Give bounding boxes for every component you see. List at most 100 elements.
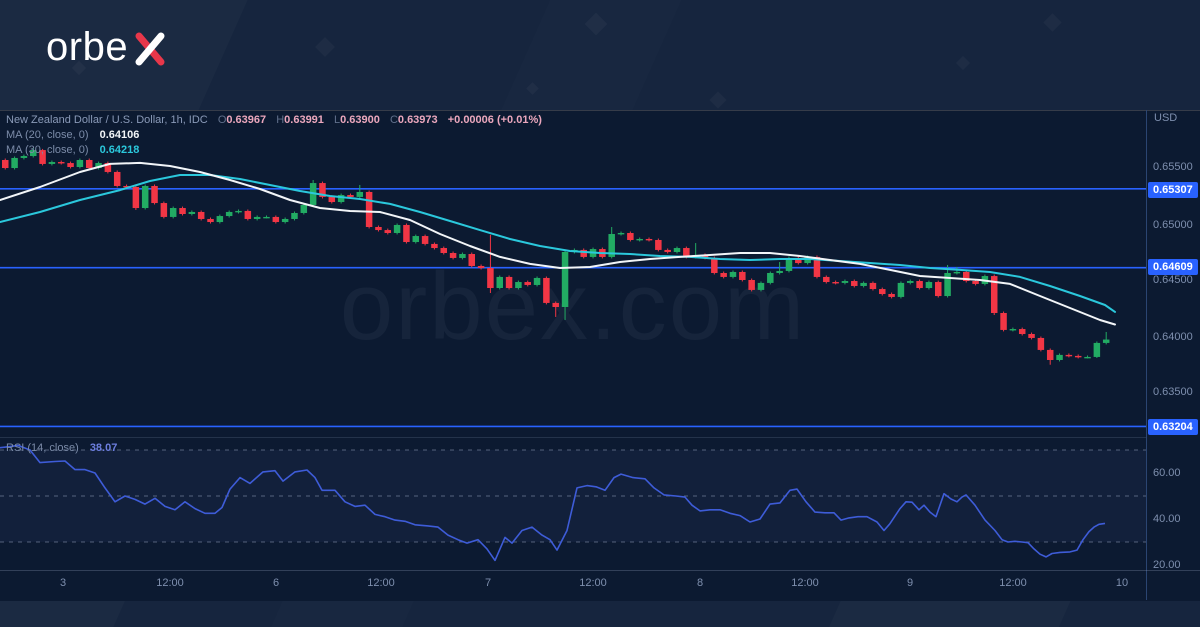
candle-body [272,216,280,223]
ma20-legend-row[interactable]: MA (20, close, 0) 0.64106 [6,129,139,141]
candle-body [477,265,485,269]
candle-body [953,271,961,274]
candle-body [225,211,233,217]
candle-body [169,208,177,217]
ohlc-close-value: 0.63973 [397,114,438,126]
time-label-10: 10 [1115,577,1129,589]
price-axis-border [1146,110,1147,600]
candle-body [701,255,709,258]
candle-body [300,204,308,213]
ma30-legend-row[interactable]: MA (30, close, 0) 0.64218 [6,144,139,156]
candle-body [935,282,942,297]
ohlc-low-value: 0.63900 [340,114,380,126]
candle-body [1018,329,1026,335]
decor-diamond [315,37,335,57]
candle-body [776,270,783,273]
ohlc-open-letter: O [217,114,227,126]
candle-body [795,257,802,264]
candle-body [683,248,690,257]
candle-body [972,281,979,284]
candle-body [580,249,587,257]
time-label-12:00: 12:00 [579,577,607,589]
time-label-12:00: 12:00 [999,577,1027,589]
price-level-tag-0.63204: 0.63204 [1148,419,1198,435]
candle-body [216,216,224,223]
pane-separator[interactable] [0,437,1146,438]
rsi-value: 38.07 [89,442,118,454]
candle-body [403,224,410,243]
price-chart-canvas[interactable] [0,110,1200,600]
candle-body [67,163,74,167]
candle-body [496,276,503,289]
candle-body [2,159,9,169]
price-level-tag-0.65307: 0.65307 [1148,182,1198,198]
decor-diamond [710,92,727,109]
candle-body [356,191,364,197]
ohlc-high-value: 0.63991 [284,114,324,126]
time-label-7: 7 [484,577,492,589]
candle-body [1065,354,1073,357]
candle-body [365,191,373,227]
candle-body [552,302,559,307]
candle-body [85,159,93,169]
candle-body [449,252,457,258]
candle-body [412,236,420,243]
candle-body [524,282,531,285]
candle-body [1093,342,1101,357]
candle-body [48,162,56,164]
candle-body [421,236,429,244]
rsi-tick-40.00: 40.00 [1153,513,1181,525]
candle-body [925,282,933,289]
orbex-logo: orbe [46,25,165,69]
time-label-3: 3 [59,577,67,589]
candle-body [1037,337,1045,350]
rsi-line [0,444,1106,562]
candle-body [57,162,65,164]
candle-body [962,271,970,282]
candle-body [897,282,905,297]
candle-body [319,183,326,197]
candle-body [39,150,46,164]
candle-body [608,234,615,257]
time-label-9: 9 [906,577,914,589]
candle-body [869,282,877,290]
candle-body [393,224,401,233]
candle-body [664,249,671,252]
candle-body [347,195,354,197]
candle-body [916,281,923,289]
candle-body [263,216,270,219]
rsi-band-fill [0,450,1146,542]
time-label-6: 6 [272,577,280,589]
candle-body [281,218,289,223]
chart-widget[interactable] [0,110,1200,601]
rsi-legend-row[interactable]: RSI (14, close) 38.07 [6,442,117,454]
candle-body [1046,349,1054,360]
symbol-legend-row[interactable]: New Zealand Dollar / U.S. Dollar, 1h, ID… [6,114,542,126]
candle-body [841,281,849,283]
price-level-tag-0.64609: 0.64609 [1148,259,1198,275]
time-label-12:00: 12:00 [791,577,819,589]
candle-body [76,159,84,167]
candle-body [543,277,550,303]
candle-body [907,281,914,283]
candle-body [337,195,345,203]
candle-body [739,271,746,280]
candle-body [617,232,625,235]
candle-body [104,163,112,172]
candle-body [757,282,765,290]
candle-body [95,163,102,169]
candle-body [440,248,448,253]
decor-diamond [956,56,970,70]
candle-body [1102,339,1110,343]
rsi-tick-60.00: 60.00 [1153,467,1181,479]
candle-body [468,254,475,266]
logo-text: orbe [46,25,128,69]
candle-body [207,218,214,223]
candle-body [123,185,130,188]
candle-body [990,276,998,313]
ma30-label: MA (30, close, 0) [6,144,89,156]
ohlc-high-letter: H [276,114,285,126]
candle-body [235,210,242,213]
candle-body [832,282,839,284]
price-tick-0.65000: 0.65000 [1153,219,1193,231]
